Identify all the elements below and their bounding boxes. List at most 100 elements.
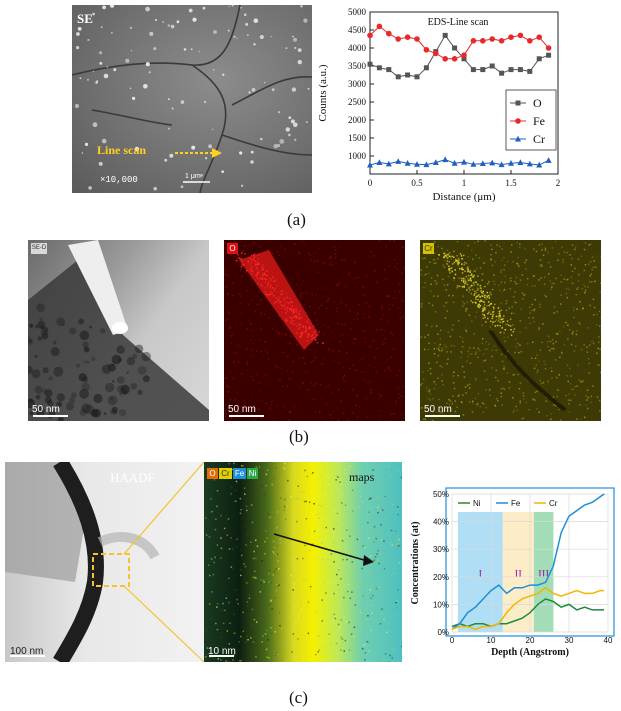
eds-point-o — [489, 63, 495, 69]
conc-series-line-cr — [451, 586, 605, 630]
oxygen-map-scale-bar: 50 nm — [228, 404, 256, 415]
eds-legend-label: O — [533, 96, 542, 110]
eds-ytick-label: 3000 — [348, 79, 367, 89]
conc-region-label: III — [538, 568, 549, 580]
eds-point-cr — [461, 158, 467, 165]
eds-point-fe — [404, 34, 411, 40]
eds-point-o — [499, 70, 505, 76]
zoom-connectors — [123, 461, 205, 663]
eds-point-o — [517, 67, 523, 73]
eds-xtick-label: 1.5 — [505, 178, 517, 188]
eds-point-cr — [385, 160, 392, 167]
eds-point-cr — [423, 161, 430, 168]
eds-point-o — [536, 56, 542, 62]
eds-point-o — [386, 67, 392, 73]
eds-composite-map: O Cr Fe Ni maps 10 nm — [204, 462, 402, 662]
eds-point-o — [470, 67, 476, 73]
conc-legend-label: Cr — [549, 499, 558, 508]
conc-region-3 — [533, 512, 554, 632]
map-tag-ni: Ni — [247, 468, 258, 479]
eds-point-fe — [498, 38, 505, 44]
eds-point-cr — [508, 160, 514, 166]
haadf-scale-bar: 100 nm — [10, 646, 44, 657]
eds-point-fe — [527, 38, 533, 44]
eds-point-o — [452, 45, 458, 51]
eds-point-o — [508, 67, 514, 73]
sem-magnification: ×10,000 — [100, 175, 138, 185]
conc-region-label: I — [478, 568, 482, 580]
map-tag-fe: Fe — [233, 468, 246, 479]
eds-point-cr — [489, 159, 496, 166]
eds-title: EDS-Line scan — [428, 17, 489, 28]
eds-ylabel: Counts (a.u.) — [317, 64, 329, 121]
eds-point-cr — [414, 161, 420, 167]
conc-xtick-label: 20 — [526, 636, 535, 645]
conc-xtick-label: 0 — [450, 636, 455, 645]
eds-point-o — [480, 67, 486, 73]
eds-point-fe — [470, 38, 477, 44]
eds-point-cr — [432, 159, 439, 165]
eds-point-cr — [526, 160, 533, 167]
eds-point-cr — [404, 160, 411, 166]
eds-point-fe — [442, 56, 448, 62]
conc-ytick-label: 40% — [433, 518, 449, 527]
map-tag-o: O — [207, 468, 218, 479]
maps-scale-bar: 10 nm — [208, 646, 236, 657]
eds-point-fe — [536, 34, 542, 40]
eds-point-cr — [442, 156, 449, 163]
conc-xlabel: Depth (Angstrom) — [491, 647, 569, 658]
conc-region-1 — [457, 512, 503, 632]
tem-se-scale-bar: 50 nm — [32, 404, 60, 415]
conc-series-line-fe — [451, 493, 605, 630]
eds-point-o — [442, 32, 448, 38]
conc-ytick-label: 50% — [433, 490, 449, 499]
chromium-map-noise — [420, 240, 601, 421]
chromium-tag: Cr — [423, 243, 434, 254]
eds-ytick-label: 5000 — [348, 7, 367, 17]
tem-se-tag: SE-D — [31, 243, 47, 254]
line-scan-label: Line scan — [97, 143, 147, 157]
oxygen-tag: O — [227, 243, 238, 254]
eds-point-cr — [376, 159, 383, 165]
eds-point-o — [414, 74, 420, 80]
eds-ytick-label: 3500 — [348, 61, 367, 71]
eds-point-cr — [451, 160, 458, 166]
eds-point-cr — [470, 161, 477, 167]
conc-ylabel: Concentrations (at) — [410, 521, 421, 604]
eds-line-scan-chart: 1000 1500 2000 2500 3000 3500 4000 4500 5000 0 0.5… — [317, 7, 561, 202]
eds-point-cr — [536, 161, 543, 168]
conc-ytick-label: 10% — [433, 600, 449, 609]
eds-ytick-label: 2500 — [348, 97, 367, 107]
conc-legend-label: Fe — [511, 499, 521, 508]
eds-xtick-label: 2 — [556, 178, 561, 188]
eds-point-cr — [395, 158, 402, 164]
eds-point-o — [395, 74, 401, 80]
conc-ytick-label: 30% — [433, 545, 449, 554]
eds-point-fe — [489, 36, 495, 42]
chromium-map-scale-bar: 50 nm — [424, 404, 452, 415]
eds-legend-marker — [515, 135, 521, 142]
eds-legend-box — [505, 89, 557, 151]
eds-ytick-label: 4500 — [348, 25, 367, 35]
eds-point-fe — [545, 45, 552, 51]
conc-legend-label: Ni — [473, 499, 481, 508]
eds-point-fe — [433, 50, 439, 57]
eds-map-chromium: Cr 50 nm — [420, 240, 601, 421]
eds-point-o — [527, 68, 533, 74]
eds-ytick-label: 4000 — [348, 43, 367, 53]
eds-point-cr — [498, 161, 505, 168]
eds-legend-label: Cr — [533, 132, 545, 146]
eds-point-cr — [545, 157, 552, 163]
conc-xtick-label: 40 — [604, 636, 613, 645]
haadf-label: HAADF — [110, 470, 155, 485]
eds-xtick-label: 0 — [368, 178, 373, 188]
conc-xtick-label: 30 — [565, 636, 574, 645]
eds-legend-marker — [515, 100, 521, 106]
conc-ytick-label: 20% — [433, 573, 449, 582]
eds-point-o — [367, 61, 373, 67]
sem-image: SE Line scan ×10,000 1 μm — [72, 5, 312, 193]
eds-point-fe — [480, 38, 486, 44]
caption-a: (a) — [287, 210, 306, 229]
tem-se-image: SE-D 50 nm — [28, 240, 209, 421]
